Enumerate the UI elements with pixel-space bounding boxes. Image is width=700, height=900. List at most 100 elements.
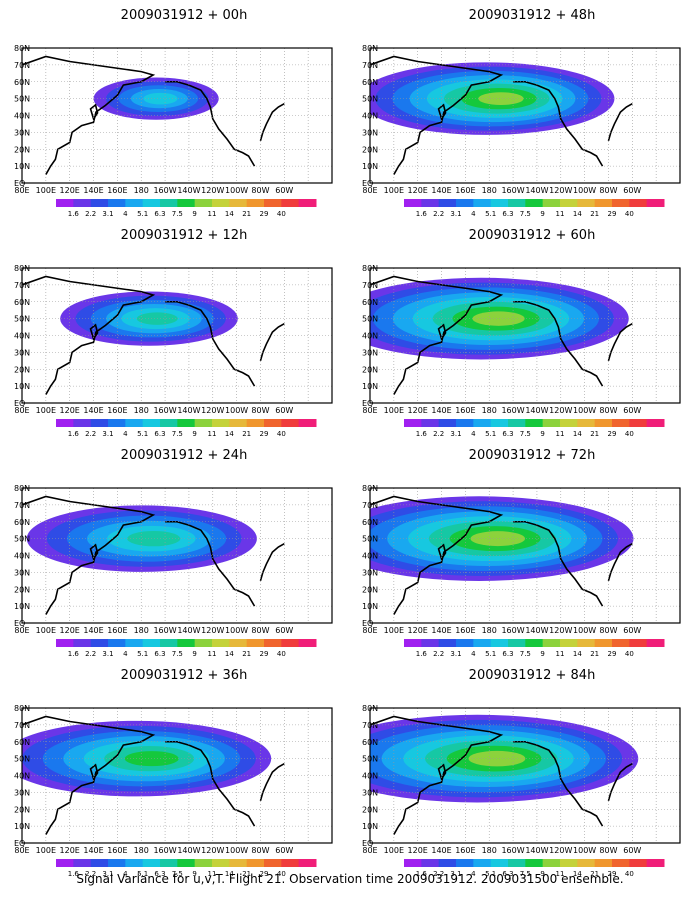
x-tick-label: 160E xyxy=(107,406,127,415)
colorbar-label: 3.1 xyxy=(450,870,461,878)
x-tick-label: 80E xyxy=(14,626,29,635)
colorbar-label: 3.1 xyxy=(102,210,113,218)
y-tick-label: 20N xyxy=(14,805,30,814)
colorbar-swatch xyxy=(177,199,196,207)
x-tick-label: 100E xyxy=(36,406,56,415)
x-tick-label: 80E xyxy=(362,406,377,415)
forecast-panel: 2009031912 + 12h 80N 70N 60N 50N 40N 30N 20N 10N… xyxy=(14,228,354,443)
map-frame xyxy=(21,47,333,184)
x-tick-label: 100W xyxy=(573,846,596,855)
y-tick-label: 10N xyxy=(14,162,30,171)
colorbar-swatch xyxy=(525,199,544,207)
y-tick-label: 70N xyxy=(362,501,378,510)
x-tick-label: 100E xyxy=(384,846,404,855)
colorbar-swatch xyxy=(177,639,196,647)
colorbar-label: 11 xyxy=(556,210,565,218)
x-tick-label: 140E xyxy=(431,186,451,195)
x-tick-label: 140E xyxy=(431,626,451,635)
coastline xyxy=(22,715,285,835)
y-tick-label: 20N xyxy=(362,365,378,374)
colorbar-label: 4 xyxy=(123,870,128,878)
grid-lines xyxy=(22,488,332,623)
colorbar-swatch xyxy=(542,859,561,867)
colorbar-label: 14 xyxy=(225,430,234,438)
y-tick-label: 70N xyxy=(362,61,378,70)
y-tick-label: 70N xyxy=(362,281,378,290)
colorbar-label: 4 xyxy=(123,650,128,658)
colorbar-swatch xyxy=(560,199,578,207)
colorbar-swatch xyxy=(456,859,474,867)
x-tick-label: 140W xyxy=(177,186,200,195)
colorbar-swatch xyxy=(421,419,440,427)
colorbar-label: 2.2 xyxy=(433,210,444,218)
colorbar-label: 6.3 xyxy=(502,650,513,658)
x-tick-label: 120W xyxy=(549,626,572,635)
x-tick-label: 180 xyxy=(482,406,497,415)
x-tick-label: 140E xyxy=(83,186,103,195)
colorbar-swatch xyxy=(438,639,457,647)
colorbar-label: 2.2 xyxy=(85,870,96,878)
colorbar-label: 14 xyxy=(573,430,582,438)
variance-contour xyxy=(127,530,181,547)
colorbar-swatch xyxy=(160,639,178,647)
grid-lines xyxy=(22,268,332,403)
x-tick-label: 100W xyxy=(573,406,596,415)
colorbar-swatch xyxy=(90,419,109,427)
x-tick-label: 100W xyxy=(225,406,248,415)
colorbar-label: 1.6 xyxy=(416,870,428,878)
y-tick-label: 80N xyxy=(362,484,378,493)
y-tick-label: 50N xyxy=(14,315,30,324)
x-tick-label: 60W xyxy=(623,406,641,415)
coastline xyxy=(22,275,285,395)
colorbar-label: 21 xyxy=(242,650,251,658)
x-tick-label: 80E xyxy=(362,846,377,855)
colorbar-label: 4 xyxy=(123,210,128,218)
colorbar-label: 3.1 xyxy=(450,210,461,218)
variance-contour xyxy=(472,311,525,326)
colorbar-label: 14 xyxy=(225,210,234,218)
colorbar-label: 11 xyxy=(556,650,565,658)
colorbar-swatch xyxy=(56,199,74,207)
panel-title: 2009031912 + 12h xyxy=(120,228,248,243)
colorbar-label: 6.3 xyxy=(154,430,165,438)
panel-title: 2009031912 + 60h xyxy=(468,228,596,243)
colorbar-label: 9 xyxy=(192,870,196,878)
variance-contour xyxy=(470,531,525,547)
colorbar-label: 5.1 xyxy=(485,650,496,658)
forecast-panel: 2009031912 + 36h 80N 70N 60N 50N 40N 30N 20N 10N… xyxy=(14,668,354,883)
x-tick-label: 80W xyxy=(599,626,617,635)
colorbar-label: 14 xyxy=(225,870,234,878)
colorbar-swatch xyxy=(298,199,317,207)
panel-title: 2009031912 + 00h xyxy=(120,8,248,23)
colorbar-swatch xyxy=(125,419,144,427)
y-tick-label: 20N xyxy=(14,145,30,154)
colorbar-label: 6.3 xyxy=(154,650,165,658)
x-tick-label: 100E xyxy=(36,846,56,855)
x-tick-label: 160W xyxy=(153,626,176,635)
colorbar-label: 7.5 xyxy=(172,430,183,438)
y-tick-label: 80N xyxy=(14,264,30,273)
x-tick-label: 160E xyxy=(455,626,475,635)
y-tick-label: 80N xyxy=(362,264,378,273)
y-tick-label: 60N xyxy=(14,518,30,527)
x-tick-label: 120E xyxy=(408,846,428,855)
colorbar-swatch xyxy=(73,859,92,867)
y-tick-label: 80N xyxy=(362,44,378,53)
map-frame xyxy=(369,707,681,844)
x-tick-label: 160E xyxy=(455,406,475,415)
colorbar-swatch xyxy=(456,199,474,207)
x-tick-label: 60W xyxy=(275,186,293,195)
colorbar-swatch xyxy=(490,199,509,207)
map-frame xyxy=(21,487,333,624)
colorbar-swatch xyxy=(577,419,596,427)
grid-lines xyxy=(370,488,680,623)
colorbar-swatch xyxy=(594,419,613,427)
colorbar-label: 29 xyxy=(608,210,617,218)
x-tick-label: 140W xyxy=(525,846,548,855)
y-tick-label: 40N xyxy=(14,112,30,121)
colorbar-label: 9 xyxy=(192,430,196,438)
colorbar-label: 4 xyxy=(471,210,476,218)
panel-title: 2009031912 + 72h xyxy=(468,448,596,463)
x-tick-label: 160W xyxy=(501,846,524,855)
